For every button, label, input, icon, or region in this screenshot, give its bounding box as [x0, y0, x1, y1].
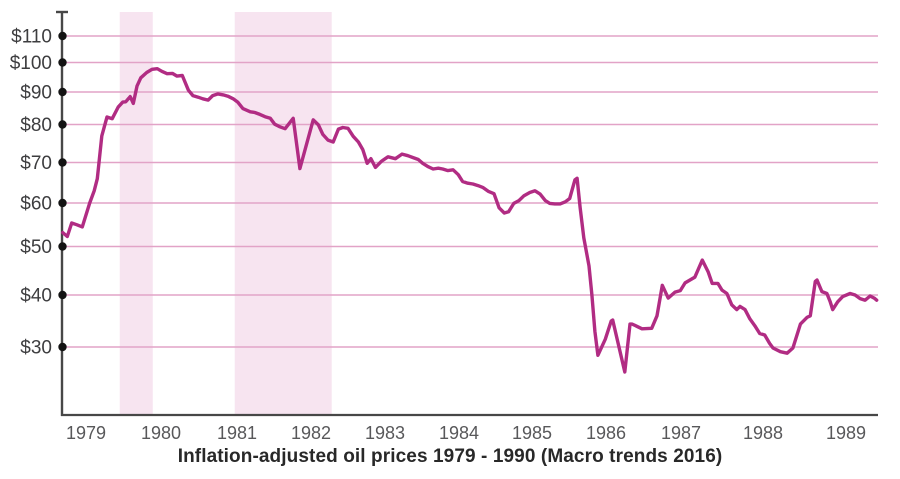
x-axis-label: 1986	[586, 423, 626, 443]
y-axis-label: $40	[20, 286, 52, 307]
x-axis-label: 1989	[826, 423, 866, 443]
y-axis-label: $70	[20, 153, 52, 174]
recession-band	[234, 12, 332, 415]
y-axis-tick-dot	[58, 198, 67, 208]
y-axis-tick-dot	[58, 158, 67, 167]
x-axis-label: 1987	[661, 423, 701, 443]
y-axis-label: $90	[20, 83, 52, 104]
x-axis-label: 1982	[291, 423, 331, 443]
y-axis-tick-dot	[58, 87, 67, 97]
x-axis-label: 1985	[512, 423, 552, 443]
x-axis-label: 1979	[66, 423, 106, 443]
y-axis-tick-dot	[58, 290, 67, 300]
price-line	[61, 67, 879, 374]
x-axis-label: 1983	[365, 423, 405, 443]
x-axis-label: 1981	[217, 423, 257, 443]
y-axis-label: $110	[11, 27, 52, 48]
y-axis-label: $60	[20, 194, 52, 215]
y-axis-tick-dot	[58, 242, 67, 251]
y-axis-tick-dot	[58, 342, 67, 352]
recession-band	[119, 12, 153, 415]
y-axis-label: $100	[10, 53, 52, 74]
y-axis-label: $80	[20, 115, 52, 136]
x-axis-label: 1984	[439, 423, 479, 443]
x-axis-label: 1988	[743, 423, 783, 443]
x-axis-label: 1980	[141, 423, 181, 443]
chart-caption: Inflation-adjusted oil prices 1979 - 199…	[177, 446, 723, 467]
y-axis-tick-dot	[58, 120, 67, 129]
y-axis-label: $50	[20, 237, 52, 258]
y-axis-tick-dot	[58, 58, 67, 67]
y-axis-tick-dot	[58, 31, 67, 41]
y-axis-label: $30	[20, 338, 52, 359]
